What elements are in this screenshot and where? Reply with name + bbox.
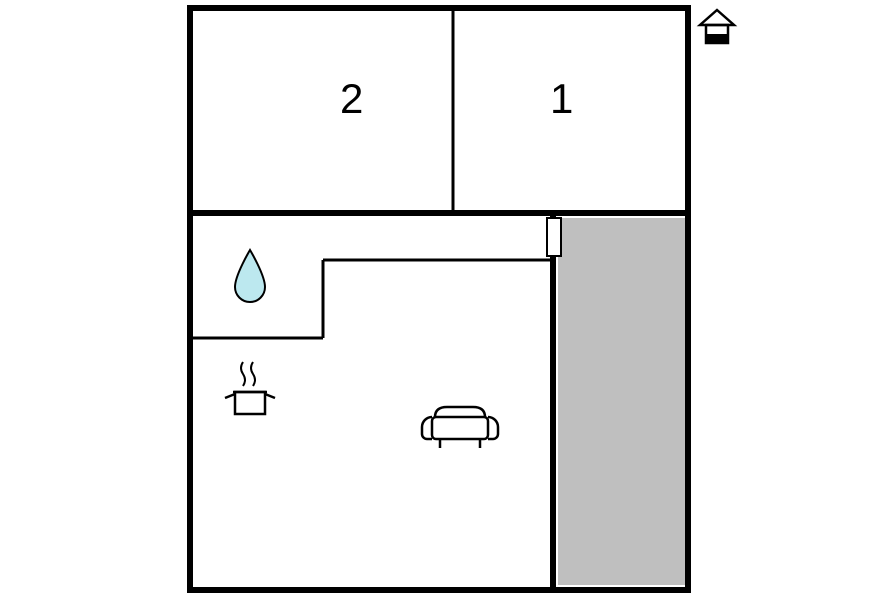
- north-house-icon: [700, 10, 734, 43]
- room-1-label: 1: [550, 75, 573, 123]
- sofa-icon: [422, 407, 498, 448]
- shaded-area: [558, 218, 688, 585]
- floorplan-canvas: [0, 0, 896, 597]
- stove-pot-icon: [225, 362, 275, 414]
- room-2-label: 2: [340, 75, 363, 123]
- door: [547, 218, 561, 256]
- water-drop-icon: [235, 250, 265, 302]
